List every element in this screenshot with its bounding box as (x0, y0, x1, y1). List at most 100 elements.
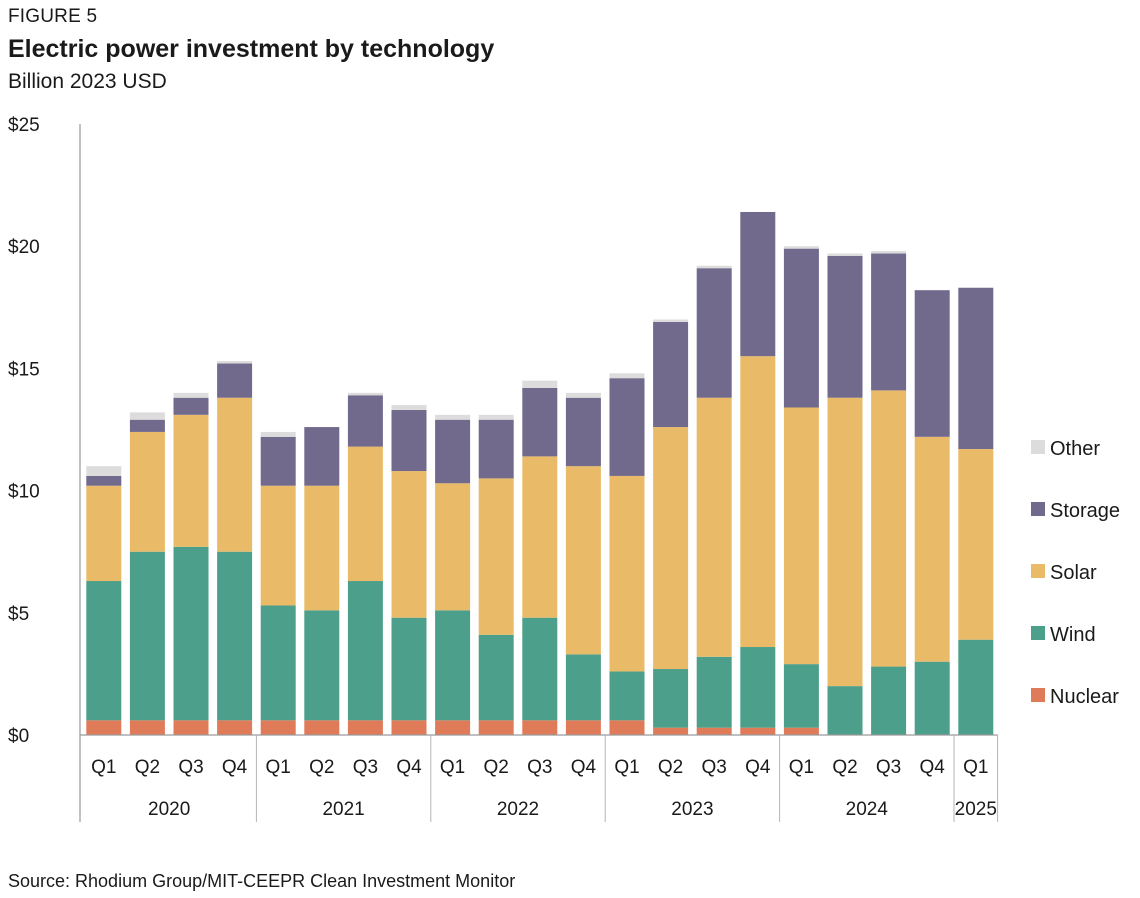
x-tick-label: Q1 (91, 757, 116, 778)
legend-label-nuclear: Nuclear (1050, 686, 1119, 708)
bar-segment-storage (86, 475, 122, 486)
bar-segment-storage (260, 436, 296, 486)
bar-segment-nuclear (86, 720, 122, 735)
legend-label-storage: Storage (1050, 500, 1120, 522)
y-tick-label: $25 (8, 115, 40, 136)
source-note: Source: Rhodium Group/MIT-CEEPR Clean In… (8, 871, 516, 891)
bar-segment-storage (522, 387, 558, 457)
bar-segment-solar (304, 485, 340, 611)
y-tick-label: $15 (8, 359, 40, 380)
bar-segment-nuclear (391, 720, 427, 735)
bar-segment-solar (653, 427, 689, 670)
legend-label-solar: Solar (1050, 562, 1097, 584)
bar-segment-solar (478, 478, 514, 635)
x-tick-label: Q4 (222, 757, 248, 778)
bar-segment-storage (478, 419, 514, 479)
bar-segment-wind (653, 669, 689, 728)
bar-segment-solar (740, 356, 776, 648)
x-tick-label: Q1 (614, 757, 639, 778)
x-tick-label: Q3 (527, 757, 552, 778)
bar-segment-storage (653, 321, 689, 428)
legend-label-wind: Wind (1050, 624, 1096, 646)
bar-segment-solar (347, 446, 383, 582)
bar-segment-other (129, 412, 165, 420)
bar-segment-wind (478, 634, 514, 721)
bar-segment-storage (914, 290, 950, 437)
bar-segment-storage (609, 378, 645, 476)
legend-swatch-solar (1031, 564, 1045, 578)
x-tick-label: Q4 (396, 757, 422, 778)
bar-segment-nuclear (347, 720, 383, 735)
bar-segment-wind (565, 654, 601, 721)
bar-segment-wind (391, 617, 427, 721)
bar-segment-nuclear (522, 720, 558, 735)
bar-segment-nuclear (653, 727, 689, 735)
bar-segment-other (783, 246, 819, 249)
bar-segment-storage (217, 363, 253, 398)
legend-swatch-storage (1031, 502, 1045, 516)
x-tick-label: Q3 (876, 757, 901, 778)
x-tick-label: Q2 (135, 757, 160, 778)
bar-segment-nuclear (609, 720, 645, 735)
bar-segment-nuclear (565, 720, 601, 735)
bar-segment-wind (522, 617, 558, 721)
bar-segment-nuclear (740, 727, 776, 735)
x-tick-label: Q1 (789, 757, 814, 778)
bar-segment-wind (435, 610, 471, 721)
bar-segment-nuclear (129, 720, 165, 735)
bar-segment-wind (347, 581, 383, 721)
bar-segment-solar (129, 431, 165, 552)
bar-segment-wind (740, 647, 776, 728)
bar-segment-solar (609, 475, 645, 672)
bar-segment-solar (696, 397, 732, 657)
bar-segment-solar (827, 397, 863, 687)
bar-segment-solar (173, 414, 209, 547)
bar-segment-solar (871, 390, 907, 667)
bar-segment-storage (347, 395, 383, 447)
bar-segment-wind (129, 551, 165, 721)
bar-segment-storage (129, 419, 165, 432)
y-tick-label: $5 (8, 604, 29, 625)
bar-segment-other (478, 414, 514, 420)
bar-segment-wind (260, 605, 296, 721)
y-tick-label: $10 (8, 482, 40, 503)
x-axis: Q1 Q2 Q3 Q4 Q1 Q2 Q3 Q4 Q1 Q2 Q3 Q4 Q1 Q2 Q3 Q4 Q1 Q2 Q3 Q4… (80, 734, 999, 822)
bar-segment-wind (958, 639, 994, 735)
x-tick-label: Q2 (309, 757, 334, 778)
legend-swatch-nuclear (1031, 688, 1045, 702)
bar-segment-other (827, 253, 863, 256)
x-year-label: 2021 (322, 799, 364, 820)
bar-segment-solar (260, 485, 296, 606)
bar-segment-storage (783, 248, 819, 408)
bar-segment-storage (827, 255, 863, 398)
bar-segment-nuclear (478, 720, 514, 735)
bar-segment-wind (609, 671, 645, 721)
x-year-label: 2020 (148, 799, 190, 820)
bar-segment-nuclear (696, 727, 732, 735)
bar-segment-other (653, 319, 689, 322)
bar-segment-solar (217, 397, 253, 552)
y-axis: $0 $5 $10 $15 $20 $25 (8, 115, 81, 822)
x-tick-label: Q3 (353, 757, 378, 778)
bar-segment-wind (827, 686, 863, 735)
bar-segment-nuclear (435, 720, 471, 735)
legend-label-other: Other (1050, 438, 1100, 460)
x-tick-label: Q4 (745, 757, 771, 778)
bar-segment-storage (958, 287, 994, 450)
bar-segment-solar (86, 485, 122, 582)
bar-segment-nuclear (217, 720, 253, 735)
x-tick-label: Q3 (178, 757, 203, 778)
legend-swatch-wind (1031, 626, 1045, 640)
bar-segment-storage (871, 253, 907, 391)
bar-segment-other (173, 392, 209, 398)
bar-segment-other (435, 414, 471, 420)
bar-segment-other (609, 373, 645, 379)
bar-segment-storage (173, 397, 209, 415)
y-tick-label: $0 (8, 726, 29, 747)
y-tick-label: $20 (8, 237, 40, 258)
figure-label: FIGURE 5 (8, 6, 98, 27)
bar-segment-wind (783, 664, 819, 728)
bar-segment-wind (304, 610, 340, 721)
x-tick-label: Q4 (571, 757, 597, 778)
